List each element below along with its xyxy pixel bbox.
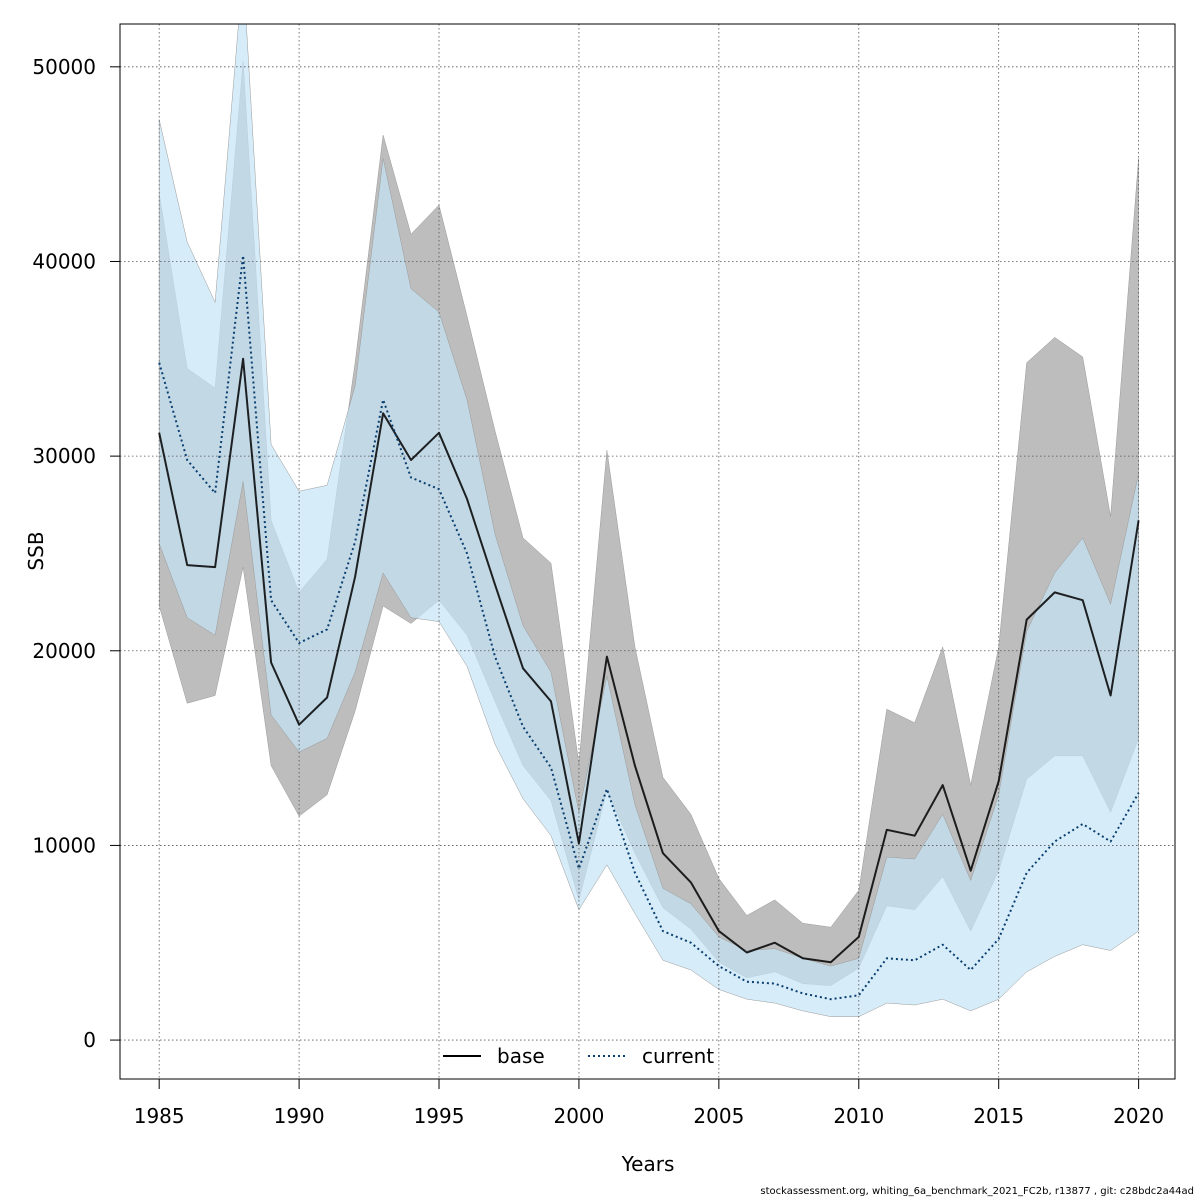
- y-tick-label-50000: 50000: [32, 55, 96, 79]
- confidence-bands: [158, 24, 1139, 1017]
- y-axis: 0 10000 20000 30000 40000 50000: [32, 55, 121, 1052]
- x-tick-label-1995: 1995: [414, 1104, 465, 1128]
- x-axis-title: Years: [621, 1152, 675, 1176]
- footer-note: stockassessment.org, whiting_6a_benchmar…: [760, 1186, 1194, 1197]
- line-current: [158, 254, 1140, 1001]
- y-tick-label-40000: 40000: [32, 249, 96, 273]
- x-tick-label-2000: 2000: [553, 1104, 604, 1128]
- legend: base current: [443, 1044, 714, 1068]
- x-tick-label-2010: 2010: [833, 1104, 884, 1128]
- x-tick-label-1990: 1990: [274, 1104, 325, 1128]
- band-current: [158, 24, 1139, 1017]
- x-tick-label-2015: 2015: [973, 1104, 1024, 1128]
- x-axis: 1985 1990 1995 2000 2005 2010 2015 2020: [134, 1078, 1164, 1128]
- x-tick-label-2005: 2005: [693, 1104, 744, 1128]
- legend-current-label: current: [642, 1044, 714, 1068]
- x-tick-label-1985: 1985: [134, 1104, 185, 1128]
- y-tick-label-20000: 20000: [32, 639, 96, 663]
- y-tick-label-30000: 30000: [32, 444, 96, 468]
- series-lines: [158, 254, 1140, 1001]
- line-base: [158, 357, 1140, 964]
- legend-base-label: base: [497, 1044, 545, 1068]
- x-tick-label-2020: 2020: [1113, 1104, 1164, 1128]
- y-axis-title: SSB: [24, 531, 48, 570]
- y-tick-label-0: 0: [83, 1028, 96, 1052]
- y-tick-label-10000: 10000: [32, 833, 96, 857]
